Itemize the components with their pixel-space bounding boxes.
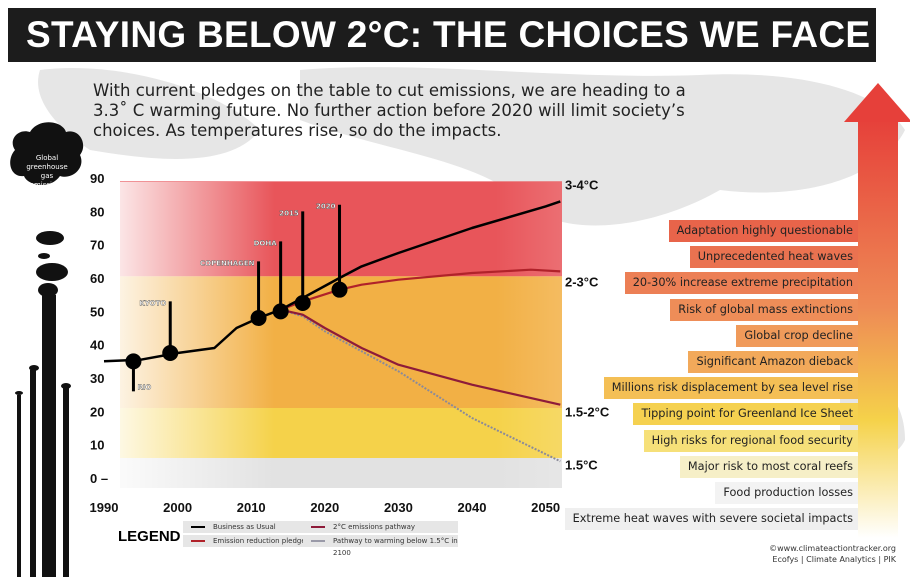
- milestone-dot: [272, 303, 289, 320]
- milestone-dot: [162, 345, 179, 362]
- impact-item: Food production losses: [590, 481, 858, 504]
- milestone-label: COPENHAGEN: [200, 259, 255, 267]
- x-tick-label: 2050: [531, 500, 560, 515]
- impact-label: Risk of global mass extinctions: [670, 298, 858, 321]
- impact-label: High risks for regional food security: [643, 429, 858, 452]
- intro-text: With current pledges on the table to cut…: [93, 81, 686, 140]
- impact-label: Tipping point for Greenland Ice Sheet: [633, 403, 858, 426]
- impact-label: Unprecedented heat waves: [689, 246, 858, 269]
- milestone-label: DOHA: [254, 239, 278, 247]
- x-tick-label: 2040: [458, 500, 487, 515]
- impact-item: Unprecedented heat waves: [590, 246, 858, 269]
- y-tick-label: 0 –: [90, 471, 108, 486]
- band-label: 1.5°C: [565, 458, 598, 473]
- impact-item: Adaptation highly questionable: [590, 220, 858, 242]
- impact-label: 20-30% increase extreme precipitation: [624, 272, 858, 295]
- milestone-label: 2015: [279, 209, 299, 217]
- impact-item: Millions risk displacement by sea level …: [590, 377, 858, 400]
- impact-item: High risks for regional food security: [590, 429, 858, 452]
- band-label: 1.5-2°C: [565, 404, 610, 419]
- milestone-label: KYOTO: [139, 299, 166, 307]
- legend-label: Business as Usual: [213, 523, 276, 531]
- x-tick-label: 2020: [310, 500, 339, 515]
- x-tick-label: 2010: [237, 500, 266, 515]
- smokestacks-icon: [10, 122, 84, 577]
- milestone-label: RIO: [137, 383, 151, 391]
- legend-title: LEGEND: [118, 528, 181, 545]
- y-tick-label: 50: [90, 304, 104, 319]
- impact-label: Millions risk displacement by sea level …: [603, 377, 858, 400]
- impact-item: Major risk to most coral reefs: [590, 455, 858, 478]
- y-tick-label: 20: [90, 404, 104, 419]
- credit-orgs: Ecofys | Climate Analytics | PIK: [772, 555, 896, 564]
- x-tick-label: 2030: [384, 500, 413, 515]
- y-tick-label: 30: [90, 371, 104, 386]
- 2c-pathway-line: [280, 308, 561, 406]
- impact-item: Significant Amazon dieback: [590, 350, 858, 373]
- y-axis-label-line: emissions: [29, 181, 65, 189]
- milestone-dot: [125, 353, 142, 370]
- y-tick-label: 80: [90, 204, 104, 219]
- impact-item: Global crop decline: [590, 324, 858, 347]
- milestone-dot: [331, 281, 348, 298]
- 1-5c-pathway-line: [280, 308, 561, 463]
- impacts-list: Adaptation highly questionable Unpreceden…: [564, 220, 858, 534]
- y-tick-label: 90: [90, 171, 104, 186]
- y-tick-label: 10: [90, 438, 104, 453]
- legend-label: Pathway to warming below 1.5°C in 2100: [333, 537, 458, 557]
- legend-item-1-5c: Pathway to warming below 1.5°C in 2100: [303, 535, 458, 557]
- y-tick-label: 60: [90, 271, 104, 286]
- y-tick-label: 70: [90, 238, 104, 253]
- impact-label: Extreme heat waves with severe societal …: [564, 508, 858, 531]
- y-axis-label: Global greenhouse gas emissions (GtCO₂eq…: [22, 154, 72, 199]
- milestone-label: 2020: [316, 203, 336, 211]
- credit-url: ©www.climateactiontracker.org: [769, 544, 896, 553]
- milestone-dot: [250, 310, 267, 327]
- impact-label: Food production losses: [715, 481, 858, 504]
- y-axis-label-line: greenhouse gas: [26, 163, 68, 180]
- y-axis-label-line: Global: [35, 154, 59, 162]
- credit: ©www.climateactiontracker.org Ecofys | C…: [769, 543, 896, 565]
- impact-label: Adaptation highly questionable: [668, 220, 858, 242]
- arrow-scale: [844, 83, 910, 538]
- impact-item: Extreme heat waves with severe societal …: [564, 508, 858, 531]
- legend-label: Emission reduction pledges: [213, 537, 310, 545]
- impact-item: Risk of global mass extinctions: [590, 298, 858, 321]
- legend-item-2c: 2°C emissions pathway: [303, 521, 458, 533]
- band-label: 3-4°C: [565, 178, 599, 193]
- impact-label: Major risk to most coral reefs: [679, 455, 858, 478]
- milestone-dot: [294, 295, 311, 312]
- legend-label: 2°C emissions pathway: [333, 523, 416, 531]
- y-axis-label-line: (GtCO₂eq.): [28, 190, 66, 198]
- impact-label: Global crop decline: [736, 324, 858, 347]
- band-label: 2-3°C: [565, 274, 599, 289]
- y-tick-label: 40: [90, 338, 104, 353]
- impact-item: 20-30% increase extreme precipitation: [590, 272, 858, 295]
- impact-item: Tipping point for Greenland Ice Sheet: [590, 403, 858, 426]
- bau-line: [103, 200, 561, 363]
- x-tick-label: 1990: [90, 500, 119, 515]
- impact-label: Significant Amazon dieback: [688, 350, 858, 373]
- x-tick-label: 2000: [163, 500, 192, 515]
- page-title: STAYING BELOW 2°C: THE CHOICES WE FACE: [8, 8, 876, 62]
